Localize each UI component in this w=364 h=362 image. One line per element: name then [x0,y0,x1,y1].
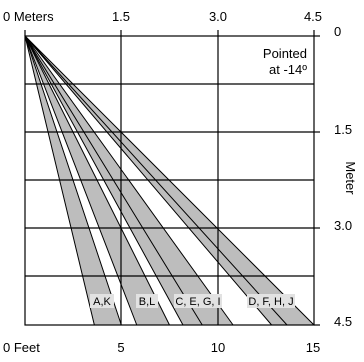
tick-marks [24,30,320,326]
right-axis-tick-1: 1.5 [334,122,352,137]
annotation-line-1: Pointed [263,46,307,61]
band-label-dfhj: D, F, H, J [248,296,293,308]
bottom-axis-tick-0: 0 Feet [3,340,40,355]
right-axis-tick-0: 0 [334,24,341,39]
band-label-bg-bl [136,294,158,308]
top-axis-tick-2: 3.0 [209,9,227,24]
band-label-bg-ak [90,294,114,308]
right-axis-title: Meter [343,161,358,195]
bottom-axis-tick-2: 10 [211,340,225,355]
top-axis-tick-0: 0 Meters [3,9,54,24]
band-label-bg-dfhj [247,294,295,308]
band-label-bl: B,L [139,296,156,308]
annotation-line-2: at -14º [269,62,307,77]
bottom-axis-tick-3: 15 [306,340,320,355]
top-axis-tick-1: 1.5 [112,9,130,24]
band-label-bg-cegi [174,294,222,308]
grid [24,35,315,326]
band-label-ak: A,K [93,296,111,308]
right-axis-tick-3: 4.5 [334,314,352,329]
band-label-cegi: C, E, G, I [175,296,220,308]
bottom-axis-tick-1: 5 [117,340,124,355]
top-axis-tick-3: 4.5 [304,9,322,24]
right-axis-tick-2: 3.0 [334,218,352,233]
